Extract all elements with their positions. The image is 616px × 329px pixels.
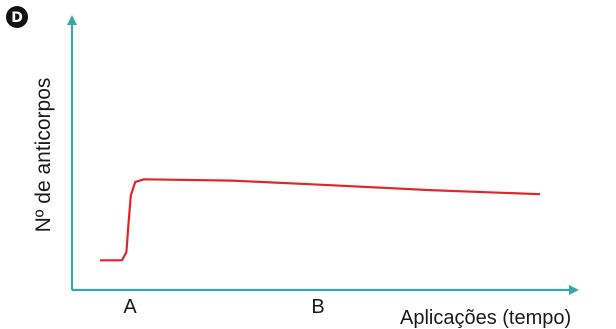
y-axis-label: Nº de anticorpos <box>32 78 55 233</box>
panel-badge-circle <box>6 6 28 28</box>
panel-label: D <box>11 10 23 26</box>
antibody-curve <box>100 178 541 262</box>
x-axis-label: Aplicações (tempo) <box>400 307 571 329</box>
x-tick-label-a: A <box>123 296 137 318</box>
x-tick-label-b: B <box>311 296 324 318</box>
panel-badge: D <box>6 6 28 28</box>
